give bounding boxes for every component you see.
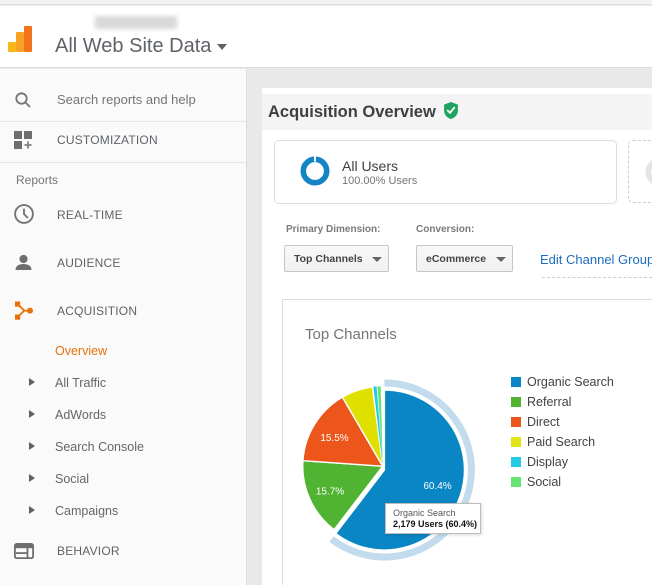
svg-text:60.4%: 60.4% <box>423 481 451 492</box>
svg-text:15.7%: 15.7% <box>316 487 344 498</box>
svg-text:15.5%: 15.5% <box>320 433 348 444</box>
